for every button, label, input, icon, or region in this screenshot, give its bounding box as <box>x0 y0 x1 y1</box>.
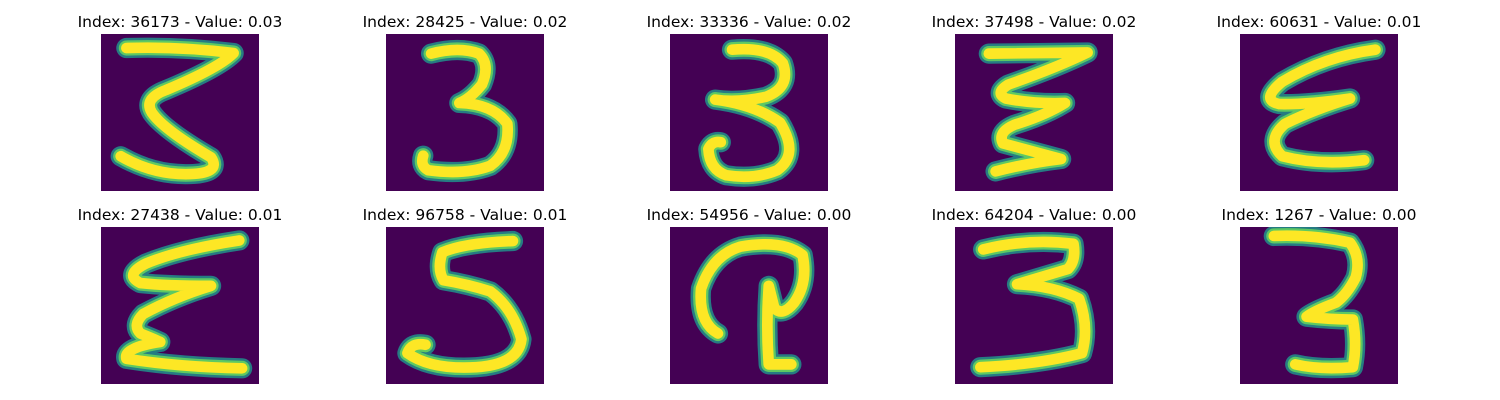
panel-title: Index: 1267 - Value: 0.00 <box>1221 206 1417 224</box>
digit-image <box>1240 227 1398 384</box>
digit-stroke <box>115 42 239 180</box>
digit-image <box>101 227 259 384</box>
digit-image <box>386 227 544 384</box>
digit-image <box>670 34 828 191</box>
panel-title: Index: 27438 - Value: 0.01 <box>77 206 283 224</box>
digit-stroke <box>416 44 514 178</box>
digit-image <box>1240 34 1398 191</box>
digit-stroke <box>1268 230 1363 374</box>
panel-title: Index: 96758 - Value: 0.01 <box>362 206 568 224</box>
panel-title: Index: 36173 - Value: 0.03 <box>77 13 283 31</box>
panel-title: Index: 28425 - Value: 0.02 <box>362 13 568 31</box>
panel-title: Index: 64204 - Value: 0.00 <box>931 206 1137 224</box>
digit-image <box>101 34 259 191</box>
digit-stroke <box>402 235 527 373</box>
digit-stroke <box>1265 44 1381 168</box>
panel-title: Index: 54956 - Value: 0.00 <box>646 206 852 224</box>
panel-title: Index: 33336 - Value: 0.02 <box>646 13 852 31</box>
panel-title: Index: 60631 - Value: 0.01 <box>1216 13 1422 31</box>
digit-stroke <box>695 238 810 370</box>
digit-stroke <box>703 43 795 183</box>
digit-image <box>955 227 1113 384</box>
digit-image <box>386 34 544 191</box>
digit-image <box>955 34 1113 191</box>
digit-image <box>670 227 828 384</box>
digit-stroke <box>975 236 1091 373</box>
panel-title: Index: 37498 - Value: 0.02 <box>931 13 1137 31</box>
digit-stroke <box>983 47 1093 177</box>
digit-stroke <box>120 235 248 374</box>
